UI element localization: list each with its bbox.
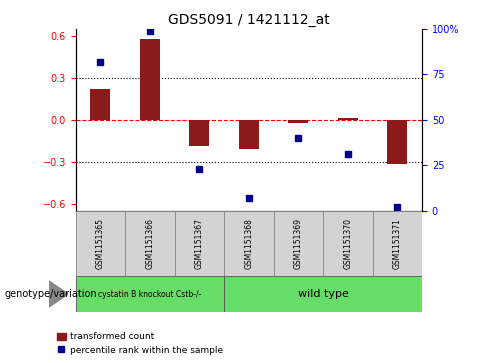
Text: genotype/variation: genotype/variation — [5, 289, 98, 299]
Bar — [239, 120, 259, 149]
Bar — [288, 120, 308, 123]
Bar — [76, 276, 224, 312]
Bar — [224, 211, 274, 276]
Polygon shape — [49, 281, 68, 307]
Text: GSM1151367: GSM1151367 — [195, 218, 204, 269]
Legend: transformed count, percentile rank within the sample: transformed count, percentile rank withi… — [53, 329, 226, 359]
Bar — [373, 211, 422, 276]
Bar — [125, 211, 175, 276]
Text: cystatin B knockout Cstb-/-: cystatin B knockout Cstb-/- — [98, 290, 202, 298]
Bar — [338, 118, 358, 120]
Bar — [189, 120, 209, 146]
Bar — [175, 211, 224, 276]
Bar — [76, 211, 125, 276]
Bar — [90, 89, 110, 120]
Text: GSM1151366: GSM1151366 — [145, 218, 154, 269]
Bar — [323, 211, 373, 276]
Text: GSM1151368: GSM1151368 — [244, 218, 253, 269]
Text: GSM1151365: GSM1151365 — [96, 218, 105, 269]
Text: GSM1151371: GSM1151371 — [393, 218, 402, 269]
Bar — [387, 120, 407, 164]
Text: GSM1151369: GSM1151369 — [294, 218, 303, 269]
Text: GSM1151370: GSM1151370 — [344, 218, 352, 269]
Bar — [140, 39, 160, 120]
Bar — [224, 276, 422, 312]
Title: GDS5091 / 1421112_at: GDS5091 / 1421112_at — [168, 13, 330, 26]
Bar — [274, 211, 323, 276]
Text: wild type: wild type — [298, 289, 348, 299]
